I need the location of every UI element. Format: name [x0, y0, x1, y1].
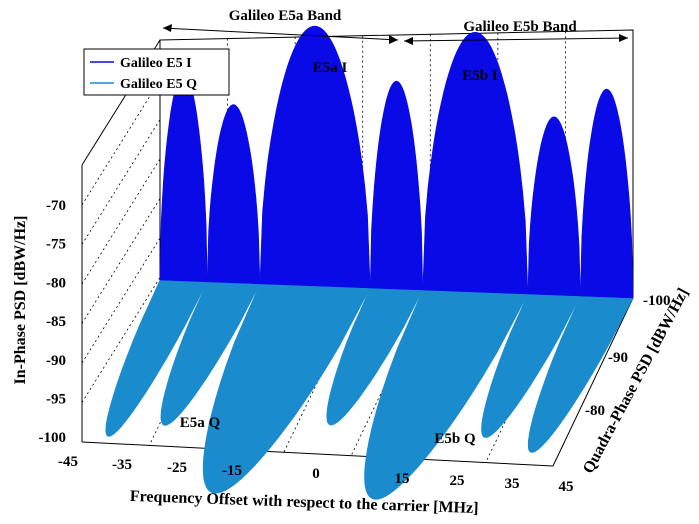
- y-tick-label: -75: [46, 237, 66, 253]
- y-tick-label: -70: [46, 198, 66, 214]
- band-arrows: [162, 24, 629, 45]
- q-lobe-0: [105, 279, 208, 437]
- x-tick-label: -25: [167, 460, 187, 476]
- y-tick-label: -85: [46, 314, 66, 330]
- y-tick-label: -95: [46, 392, 66, 408]
- series-galileo-e5-i: [159, 25, 634, 299]
- x-tick-label: -45: [58, 454, 78, 470]
- annotation-e5a-i: E5a I: [313, 60, 348, 76]
- annotation-e5a-q: E5a Q: [180, 415, 221, 431]
- i-lobe-3: [369, 80, 424, 291]
- z-tick-label: -80: [585, 403, 605, 419]
- series-galileo-e5-q: [105, 279, 634, 500]
- z-tick-label: -100: [643, 293, 671, 309]
- annotation-e5b-i: E5b I: [462, 68, 498, 84]
- x-tick-label: 15: [395, 471, 410, 487]
- x-axis-ticks: -45 -35 -25 -15 0 15 25 35 45: [58, 454, 574, 495]
- y-axis-label: In-Phase PSD [dBW/Hz]: [12, 216, 29, 385]
- y-axis-ticks: -70 -75 -80 -85 -90 -95 -100: [39, 198, 67, 446]
- annotation-e5b-q: E5b Q: [434, 431, 476, 447]
- band-label-e5a: Galileo E5a Band: [229, 8, 342, 24]
- i-lobe-0: [159, 72, 208, 283]
- y-tick-label: -100: [39, 430, 67, 446]
- q-lobe-1: [160, 281, 261, 426]
- i-lobe-4: [422, 31, 529, 295]
- z-tick-label: -90: [608, 350, 628, 366]
- q-lobe-6: [527, 295, 634, 453]
- x-tick-label: 35: [505, 476, 520, 492]
- i-lobe-2: [259, 25, 371, 289]
- i-lobe-1: [206, 104, 261, 285]
- floor-frame: [81, 297, 634, 467]
- x-tick-label: 0: [312, 466, 320, 482]
- x-tick-label: 45: [559, 479, 574, 495]
- x-tick-label: 25: [450, 473, 465, 489]
- q-lobe-3: [326, 287, 424, 426]
- x-axis-label: Frequency Offset with respect to the car…: [130, 488, 479, 517]
- x-tick-label: -35: [112, 457, 132, 473]
- i-lobe-6: [580, 88, 634, 299]
- i-lobe-5: [527, 116, 581, 297]
- z-axis-ticks: -100 -90 -80: [585, 293, 671, 419]
- y-tick-label: -80: [46, 275, 66, 291]
- legend: Galileo E5 I Galileo E5 Q: [83, 48, 230, 96]
- x-tick-label: -15: [222, 463, 242, 479]
- q-lobe-4: [364, 289, 529, 500]
- y-tick-label: -90: [46, 353, 66, 369]
- legend-item-e5-i: Galileo E5 I: [120, 56, 192, 71]
- q-lobe-5: [481, 293, 581, 438]
- band-label-e5b: Galileo E5b Band: [463, 19, 577, 35]
- q-lobe-2: [202, 283, 371, 494]
- legend-item-e5-q: Galileo E5 Q: [120, 77, 197, 92]
